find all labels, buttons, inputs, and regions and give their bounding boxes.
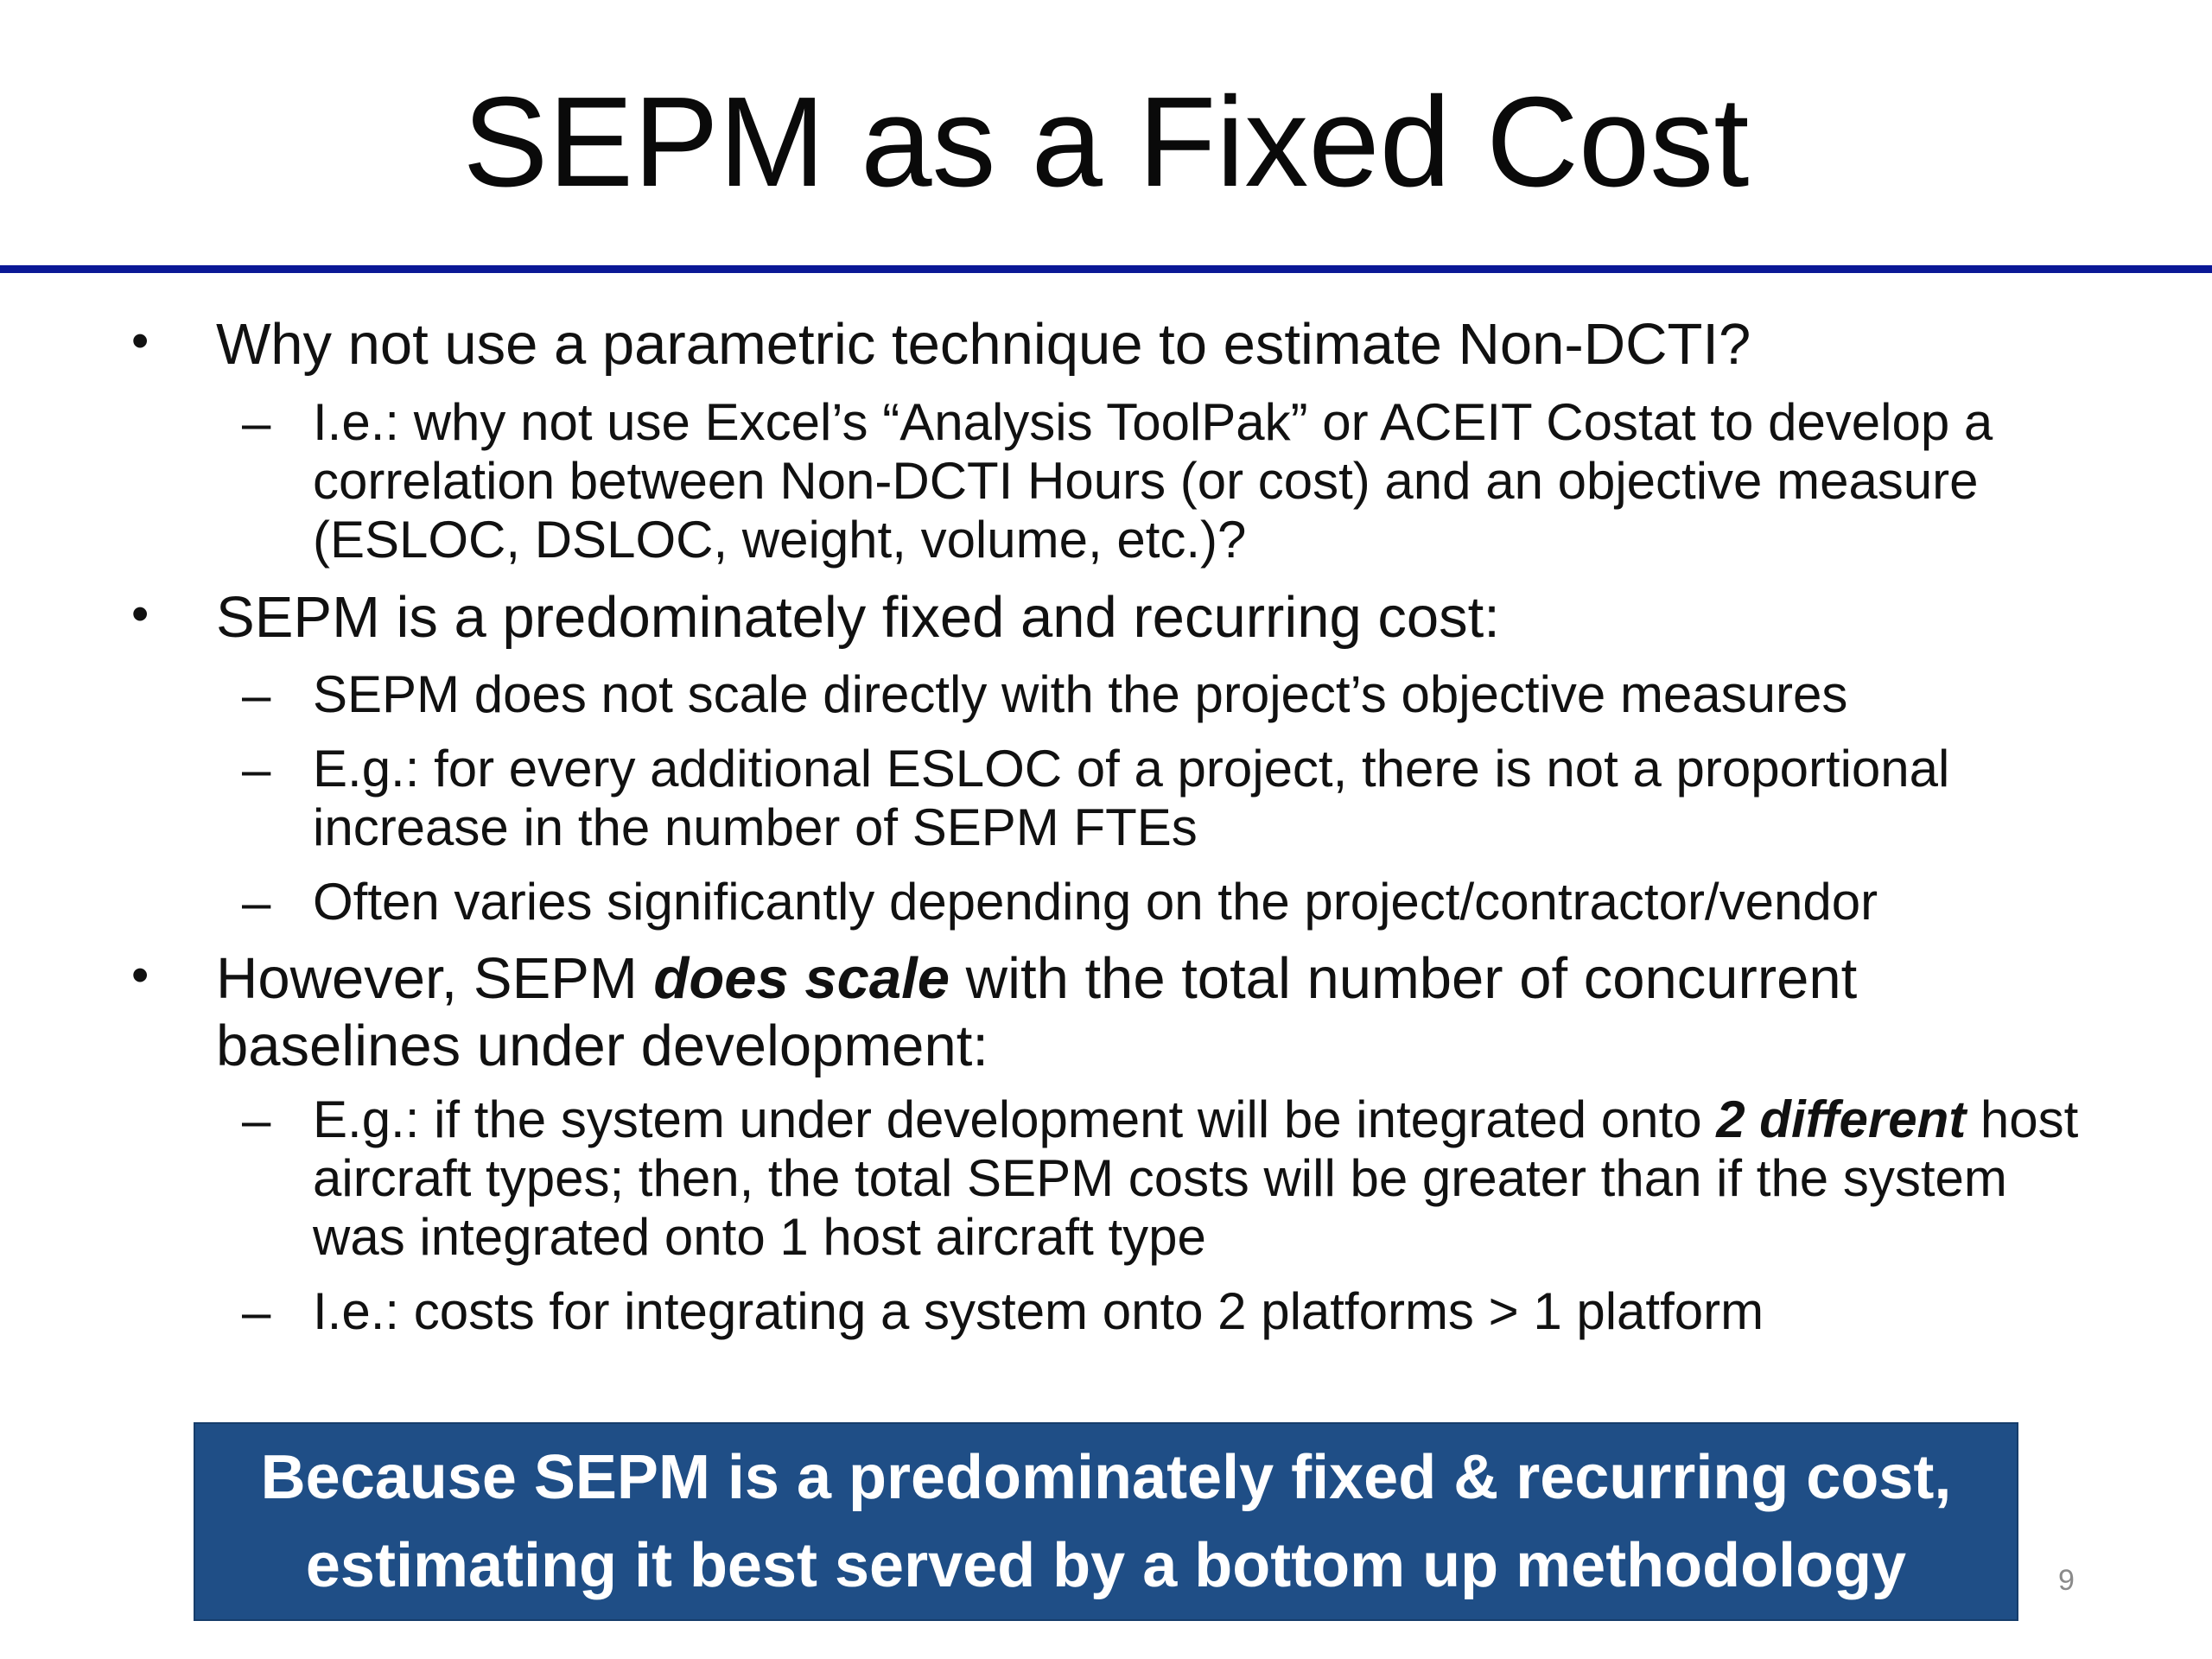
- subbullet-text: E.g.: for every additional ESLOC of a pr…: [313, 740, 1950, 856]
- bullet-text: However, SEPM does scale with the total …: [216, 945, 2100, 1080]
- emphasis-text: 2 different: [1716, 1090, 1967, 1148]
- page-number: 9: [2058, 1564, 2075, 1597]
- dash-marker: –: [242, 1091, 271, 1149]
- bullet-marker: •: [131, 586, 149, 642]
- subbullet-text: I.e.: why not use Excel’s “Analysis Tool…: [313, 393, 1993, 569]
- slide-title: SEPM as a Fixed Cost: [462, 71, 1750, 213]
- dash-marker: –: [242, 394, 271, 452]
- bullet-text: Why not use a parametric technique to es…: [216, 312, 1751, 377]
- callout-line-2: estimating it best served by a bottom up…: [305, 1531, 1907, 1600]
- subbullet-text: I.e.: costs for integrating a system ont…: [313, 1282, 1764, 1340]
- text-after-emphasis: host aircraft types; then, the total SEP…: [313, 1090, 2079, 1266]
- emphasis-text: does scale: [653, 946, 950, 1011]
- callout-line-1: Because SEPM is a predominately fixed & …: [260, 1443, 1952, 1512]
- bullet-marker: •: [131, 947, 149, 1003]
- text-after-emphasis: with the total number of concurrent base…: [216, 946, 1858, 1078]
- title-divider: [0, 265, 2212, 273]
- text-before-emphasis: However, SEPM: [216, 946, 654, 1011]
- text-before-emphasis: E.g.: if the system under development wi…: [313, 1090, 1717, 1148]
- conclusion-callout: Because SEPM is a predominately fixed & …: [194, 1422, 2018, 1621]
- subbullet-text: E.g.: if the system under development wi…: [313, 1090, 2084, 1267]
- dash-marker: –: [242, 1283, 271, 1341]
- dash-marker: –: [242, 666, 271, 724]
- dash-marker: –: [242, 741, 271, 798]
- subbullet-text: SEPM does not scale directly with the pr…: [313, 665, 1848, 723]
- bullet-marker: •: [131, 313, 149, 369]
- bullet-text: SEPM is a predominately fixed and recurr…: [216, 585, 1500, 650]
- subbullet-text: Often varies significantly depending on …: [313, 873, 1878, 931]
- dash-marker: –: [242, 874, 271, 931]
